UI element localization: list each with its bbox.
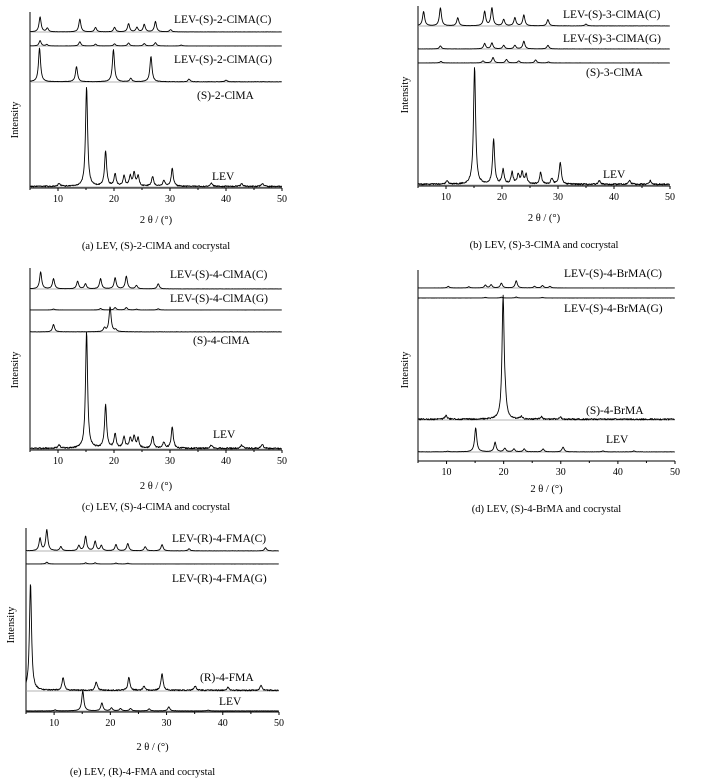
diffraction-pattern — [417, 427, 675, 453]
x-tick-label: 10 — [442, 467, 452, 478]
x-tick-label: 40 — [613, 467, 623, 478]
diffraction-pattern — [25, 690, 279, 712]
chart-panel-a: 10 20 30 40 50 2 θ / (°) Intensity LEV-(S)-2-Cl… — [10, 12, 287, 252]
pattern-label: LEV-(S)-2-ClMA(G) — [174, 54, 272, 66]
x-tick-label: 30 — [162, 718, 172, 729]
x-tick-label: 20 — [499, 467, 509, 478]
pattern-label: LEV-(R)-4-FMA(G) — [172, 573, 267, 585]
diffraction-pattern — [25, 561, 279, 565]
x-tick-label: 50 — [277, 456, 287, 467]
pattern-label: LEV-(S)-4-BrMA(C) — [564, 268, 662, 280]
pattern-label: (S)-3-ClMA — [586, 67, 644, 79]
diffraction-pattern — [29, 16, 282, 33]
x-axis-label: 2 θ / (°) — [530, 484, 563, 495]
pattern-label: LEV — [606, 434, 629, 446]
diffraction-pattern — [29, 331, 282, 450]
diffraction-pattern — [29, 307, 282, 311]
diffraction-pattern — [29, 306, 282, 333]
y-axis-label: Intensity — [10, 101, 21, 138]
y-axis-label: Intensity — [400, 76, 411, 113]
x-tick-label: 40 — [609, 192, 619, 203]
pattern-label: LEV-(S)-3-ClMA(G) — [563, 33, 661, 45]
x-tick-label: 10 — [441, 192, 451, 203]
pattern-label: LEV-(S)-2-ClMA(C) — [174, 14, 271, 26]
diffraction-pattern — [417, 294, 675, 421]
x-axis-label: 2 θ / (°) — [528, 213, 561, 224]
x-axis-label: 2 θ / (°) — [140, 215, 173, 226]
x-tick-label: 50 — [670, 467, 680, 478]
pattern-label: (S)-4-BrMA — [586, 405, 644, 417]
diffraction-pattern — [29, 47, 282, 83]
diffraction-pattern — [417, 40, 670, 50]
x-tick-label: 50 — [277, 194, 287, 205]
diffraction-pattern — [417, 280, 675, 289]
x-tick-label: 10 — [53, 194, 63, 205]
pattern-label: (R)-4-FMA — [200, 672, 254, 684]
x-tick-label: 30 — [553, 192, 563, 203]
x-tick-label: 40 — [218, 718, 228, 729]
x-tick-label: 50 — [665, 192, 675, 203]
diffraction-pattern — [417, 67, 671, 186]
x-tick-label: 40 — [221, 194, 231, 205]
diffraction-pattern — [417, 7, 670, 27]
pattern-label: LEV-(S)-4-ClMA(C) — [170, 269, 267, 281]
pattern-label: LEV — [213, 429, 236, 441]
pattern-label: LEV-(R)-4-FMA(C) — [172, 533, 266, 545]
pattern-label: LEV-(S)-3-ClMA(C) — [563, 9, 660, 21]
chart-panel-b: 10 20 30 40 50 2 θ / (°) Intensity LEV-(S)-3-Cl… — [400, 6, 675, 251]
x-tick-label: 30 — [556, 467, 566, 478]
diffraction-pattern — [29, 87, 283, 188]
x-axis-label: 2 θ / (°) — [140, 481, 173, 492]
x-tick-label: 20 — [109, 194, 119, 205]
y-axis-label: Intensity — [400, 351, 411, 388]
diffraction-pattern — [29, 40, 282, 47]
y-axis-label: Intensity — [10, 351, 21, 388]
x-tick-label: 20 — [105, 718, 115, 729]
panel-caption: (a) LEV, (S)-2-ClMA and cocrystal — [82, 241, 230, 252]
diffraction-pattern — [29, 271, 282, 290]
diffraction-pattern — [25, 584, 279, 692]
pattern-label: LEV-(S)-4-ClMA(G) — [170, 293, 268, 305]
panel-caption: (d) LEV, (S)-4-BrMA and cocrystal — [472, 504, 621, 515]
panel-caption: (b) LEV, (S)-3-ClMA and cocrystal — [470, 240, 619, 251]
pattern-label: LEV — [219, 696, 242, 708]
x-tick-label: 30 — [165, 194, 175, 205]
x-tick-label: 10 — [53, 456, 63, 467]
y-axis-label: Intensity — [6, 606, 17, 643]
panel-caption: (e) LEV, (R)-4-FMA and cocrystal — [70, 767, 215, 778]
pattern-label: LEV — [603, 169, 626, 181]
x-tick-label: 10 — [49, 718, 59, 729]
x-tick-label: 20 — [497, 192, 507, 203]
pattern-label: LEV-(S)-4-BrMA(G) — [564, 303, 663, 315]
chart-panel-d: 10 20 30 40 50 2 θ / (°) Intensity LEV-(S)-4-Br… — [400, 268, 680, 515]
pattern-label: LEV — [212, 171, 235, 183]
chart-panel-e: 10 20 30 40 50 2 θ / (°) Intensity LEV-(R)-4-FM… — [6, 528, 284, 778]
x-tick-label: 50 — [274, 718, 284, 729]
x-tick-label: 30 — [165, 456, 175, 467]
diffraction-pattern — [25, 528, 279, 552]
chart-panel-c: 10 20 30 40 50 2 θ / (°) Intensity LEV-(S)-4-Cl… — [10, 268, 287, 513]
x-tick-label: 40 — [221, 456, 231, 467]
pattern-label: (S)-2-ClMA — [197, 90, 255, 102]
panel-caption: (c) LEV, (S)-4-ClMA and cocrystal — [82, 502, 230, 513]
x-axis-label: 2 θ / (°) — [136, 742, 169, 753]
diffraction-pattern — [417, 57, 670, 64]
pattern-label: (S)-4-ClMA — [193, 335, 251, 347]
diffraction-pattern — [417, 296, 675, 299]
x-tick-label: 20 — [109, 456, 119, 467]
